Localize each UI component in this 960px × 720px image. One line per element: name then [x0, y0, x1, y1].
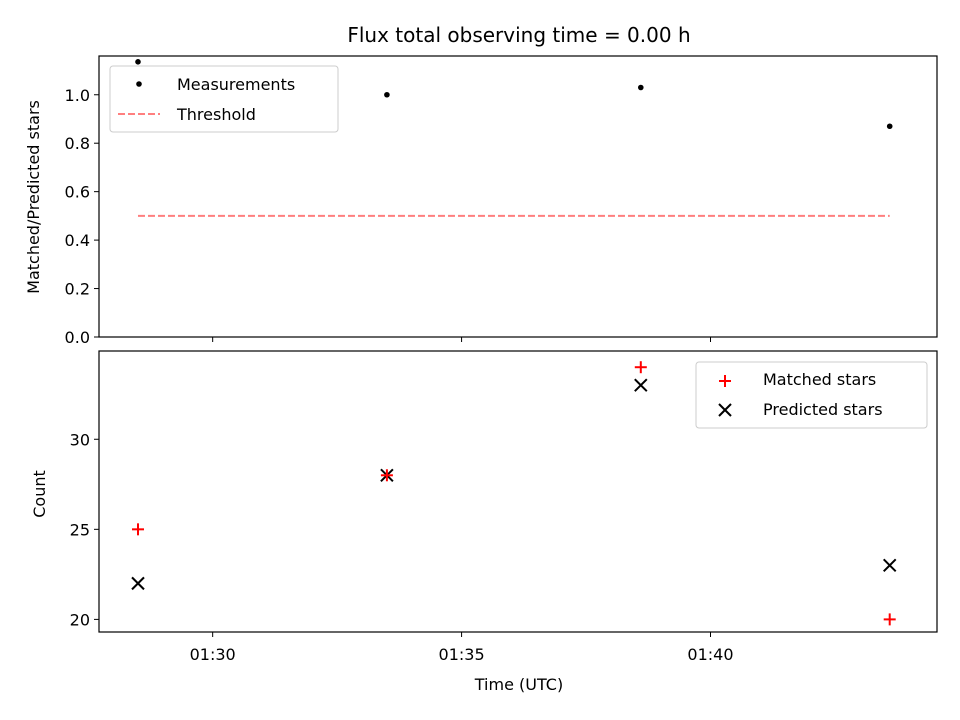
top-axes-frame: [98, 55, 938, 338]
matched-star-point: [380, 469, 393, 482]
bottom-y-tick-label: 30: [70, 430, 90, 449]
bottom-x-ticks: 01:30 01:35 01:40: [190, 632, 734, 664]
bottom-y-axis-label: Count: [30, 470, 49, 518]
top-y-tick-label: 1.0: [65, 86, 90, 105]
matched-star-point: [634, 361, 647, 374]
bottom-axes-frame: [98, 350, 938, 633]
bottom-x-tick-label: 01:35: [439, 645, 485, 664]
top-y-ticks: 0.0 0.2 0.4 0.6 0.8 1.0: [65, 86, 99, 347]
matched-star-point: [131, 523, 144, 536]
bottom-legend: Matched stars Predicted stars: [695, 361, 928, 429]
bottom-x-tick-label: 01:30: [190, 645, 236, 664]
top-series: [135, 59, 893, 217]
top-y-axis-label: Matched/Predicted stars: [24, 100, 43, 294]
top-legend: Measurements Threshold: [109, 65, 339, 133]
measurement-point: [384, 91, 390, 98]
top-y-tick-label: 0.0: [65, 328, 90, 347]
predicted-marker-stroke: [882, 558, 897, 573]
predicted-star-point: [131, 576, 145, 591]
legend-predicted-marker: [718, 403, 732, 417]
bottom-y-tick-label: 20: [70, 610, 90, 629]
predicted-star-point: [882, 558, 897, 573]
chart-title: Flux total observing time = 0.00 h: [347, 23, 690, 47]
matched-star-point: [883, 613, 896, 626]
legend-measurements-label: Measurements: [177, 75, 295, 94]
measurement-point: [886, 123, 893, 130]
measurement-point: [637, 84, 644, 91]
bottom-y-ticks: 20 25 30: [70, 430, 99, 629]
predicted-marker-stroke: [131, 576, 145, 591]
x-axis-label: Time (UTC): [474, 675, 563, 694]
bottom-series: [131, 361, 897, 626]
top-panel: 0.0 0.2 0.4 0.6 0.8 1.0 Matched/Predicted sta…: [24, 55, 938, 347]
legend-measurements-dot: [136, 81, 142, 87]
predicted-star-point: [634, 378, 648, 392]
top-x-ticks: [212, 337, 711, 342]
top-y-tick-label: 0.4: [65, 231, 90, 250]
bottom-y-tick-label: 25: [70, 520, 90, 539]
top-y-tick-label: 0.8: [65, 134, 90, 153]
legend-matched-marker: [719, 375, 731, 387]
top-y-tick-label: 0.2: [65, 280, 90, 299]
measurement-point: [135, 59, 141, 65]
legend-matched-label: Matched stars: [763, 370, 876, 389]
legend-threshold-label: Threshold: [176, 105, 256, 124]
bottom-x-tick-label: 01:40: [687, 645, 733, 664]
predicted-marker-stroke: [634, 378, 648, 392]
top-y-tick-label: 0.6: [65, 183, 90, 202]
legend-predicted-label: Predicted stars: [763, 400, 883, 419]
